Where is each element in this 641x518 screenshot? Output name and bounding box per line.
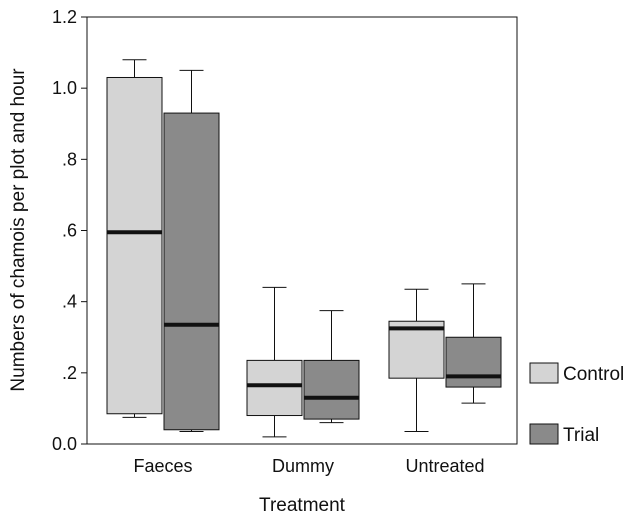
y-tick-label: .6 [62,221,77,241]
y-tick-label: 1.0 [52,78,77,98]
x-axis-title: Treatment [259,495,346,516]
interquartile-box [163,112,220,431]
y-tick-label: .2 [62,363,77,383]
x-category-label: Faeces [133,456,192,476]
x-category-label: Dummy [272,456,334,476]
legend: Control Trial [529,362,624,446]
legend-swatch-control [529,362,559,384]
box-faeces-trial [163,69,220,433]
y-tick-label: .4 [62,292,77,312]
interquartile-box [246,359,303,417]
interquartile-box [388,320,445,379]
interquartile-box [106,76,163,415]
legend-label-control: Control [563,364,624,385]
box-untreated-control [388,288,445,433]
box-untreated-trial [445,283,502,404]
box-faeces-control [106,59,163,418]
y-axis: 0.0 .2 .4 .6 .8 1.0 1.2 [52,7,87,454]
y-tick-label: 1.2 [52,7,77,27]
legend-label-trial: Trial [563,425,599,446]
y-axis-title: Numbers of chamois per plot and hour [8,68,29,392]
x-category-label: Untreated [405,456,484,476]
box-series [106,59,502,438]
legend-swatch-trial [529,423,559,445]
interquartile-box [445,336,502,388]
y-tick-label: 0.0 [52,434,77,454]
x-axis: Faeces Dummy Untreated [133,456,484,476]
box-dummy-control [246,286,303,438]
interquartile-box [303,359,360,420]
box-dummy-trial [303,310,360,424]
y-tick-label: .8 [62,149,77,169]
